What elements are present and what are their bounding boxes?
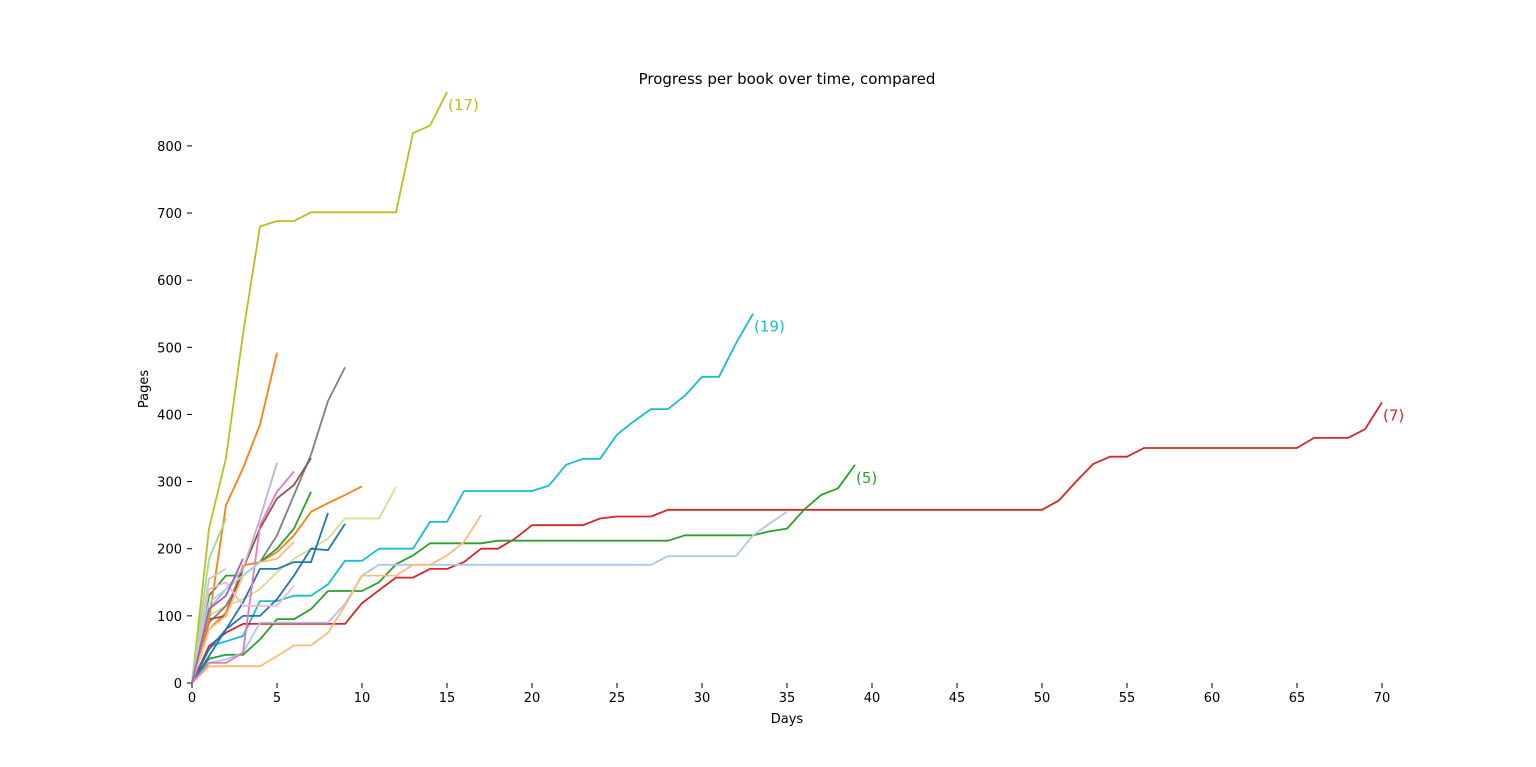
series-line (191, 486, 397, 684)
x-tick-label: 45 (949, 691, 966, 706)
series-line (191, 568, 227, 684)
axes: 0 5 10 15 20 25 30 35 40 45 50 55 60 65 70010020030040… (157, 140, 1390, 706)
x-tick-label: 35 (779, 691, 796, 706)
y-tick-label: 800 (157, 140, 182, 155)
x-tick-label: 70 (1374, 691, 1391, 706)
series-line (191, 523, 346, 684)
series-lines (191, 91, 1383, 684)
series-line (191, 366, 346, 684)
x-tick-label: 40 (864, 691, 881, 706)
x-tick-label: 60 (1204, 691, 1221, 706)
series-line (191, 485, 363, 684)
y-tick-label: 500 (157, 341, 182, 356)
series-end-label: (17) (448, 96, 479, 114)
x-axis-title: Days (771, 712, 804, 727)
x-tick-label: 0 (188, 691, 196, 706)
series-line (191, 91, 448, 684)
series-line (191, 561, 261, 684)
series-end-labels: (17) (19) (7) (5) (448, 96, 1404, 487)
x-tick-label: 25 (609, 691, 626, 706)
series-line (191, 313, 754, 684)
x-tick-label: 20 (524, 691, 541, 706)
series-end-label: (7) (1383, 406, 1404, 424)
series-line (191, 514, 482, 684)
y-tick-label: 0 (174, 677, 182, 692)
series-line (191, 511, 788, 684)
series-line (191, 512, 329, 684)
x-tick-label: 55 (1119, 691, 1136, 706)
x-tick-label: 10 (354, 691, 371, 706)
x-tick-label: 30 (694, 691, 711, 706)
y-tick-label: 600 (157, 274, 182, 289)
y-tick-label: 300 (157, 476, 182, 491)
y-tick-label: 100 (157, 610, 182, 625)
series-line (191, 464, 856, 684)
x-tick-label: 50 (1034, 691, 1051, 706)
x-tick-label: 5 (273, 691, 281, 706)
series-line (191, 352, 278, 684)
series-end-label: (19) (754, 318, 785, 336)
series-line (191, 558, 244, 684)
series-line (191, 518, 227, 684)
series-end-label: (5) (856, 469, 877, 487)
series-line (191, 470, 295, 684)
chart-title: Progress per book over time, compared (639, 70, 936, 88)
y-tick-label: 400 (157, 408, 182, 423)
series-line (191, 401, 1383, 684)
y-axis-title: Pages (137, 370, 152, 408)
series-line (191, 457, 312, 684)
x-tick-label: 15 (439, 691, 456, 706)
x-tick-label: 65 (1289, 691, 1306, 706)
y-tick-label: 200 (157, 543, 182, 558)
series-line (191, 581, 295, 684)
y-tick-label: 700 (157, 207, 182, 222)
